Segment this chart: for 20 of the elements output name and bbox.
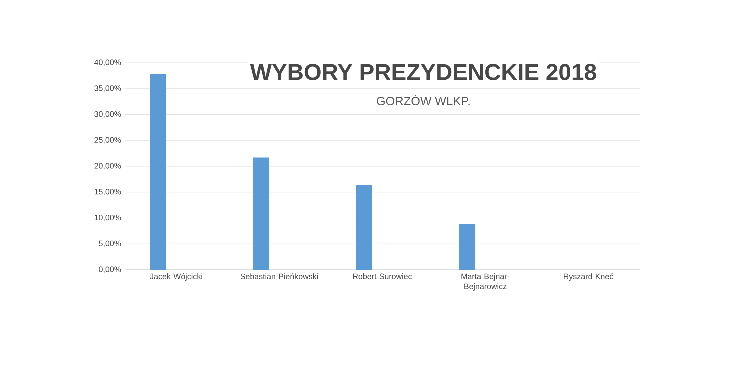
bar: [356, 185, 373, 270]
x-tick-label: Sebastian Pieńkowski: [240, 274, 318, 280]
chart-title: WYBORY PREZYDENCKIE 2018: [250, 64, 596, 80]
y-tick-label: 30,00%: [94, 111, 122, 118]
y-tick-label: 15,00%: [94, 189, 122, 196]
x-tick-label: Marta Bejnar-Bejnarowicz: [462, 274, 510, 291]
x-tick-label: Ryszard Kneć: [564, 274, 614, 282]
y-tick-label: 25,00%: [94, 137, 122, 144]
y-tick-label: 0,00%: [99, 266, 122, 274]
y-tick-label: 5,00%: [99, 240, 122, 248]
bar: [460, 224, 476, 270]
bar: [254, 158, 270, 270]
text: GORZÓW WLKP.: [377, 95, 470, 106]
y-tick-label: 20,00%: [94, 163, 122, 170]
y-tick-label: 10,00%: [94, 214, 122, 222]
y-tick-label: 40,00%: [94, 60, 122, 66]
bar: [150, 74, 166, 270]
x-tick-label: Jacek Wójcicki: [150, 274, 202, 282]
y-tick-label: 35,00%: [94, 86, 122, 92]
x-tick-label: Robert Surowiec: [353, 274, 412, 280]
